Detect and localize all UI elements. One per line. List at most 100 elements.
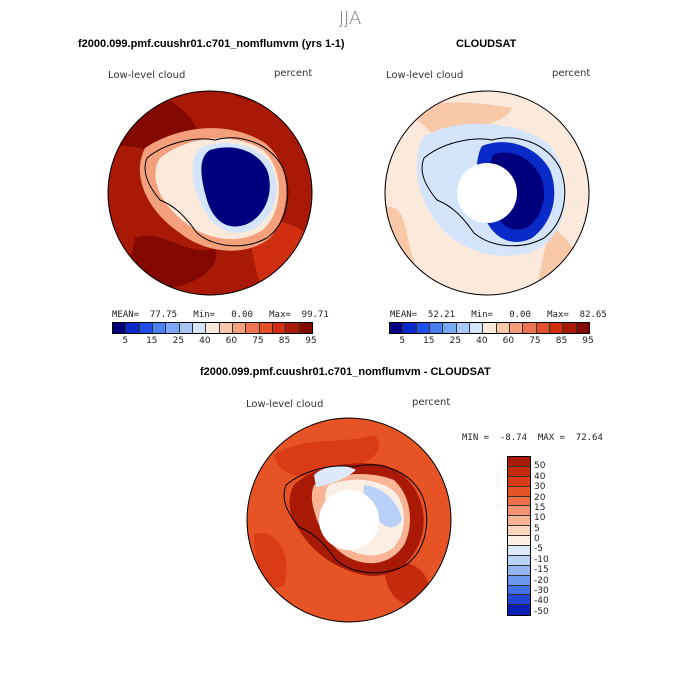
panel2-colorbar [389,322,590,334]
panel3-colorbar [507,456,531,617]
colorbar-swatch [508,605,530,616]
colorbar-tick-label: 10 [534,513,546,524]
colorbar-swatch [272,323,287,333]
colorbar-tick-label: 5 [122,336,129,346]
colorbar-tick-label: 85 [278,336,291,346]
colorbar-tick-label: 25 [172,336,185,346]
colorbar-tick-label: 50 [534,461,546,472]
colorbar-tick-label: 15 [534,502,546,513]
colorbar-swatch [299,323,312,333]
panel1-title: f2000.099.pmf.cuushr01.c701_nomflumvm (y… [78,38,345,50]
colorbar-swatch [416,323,430,333]
colorbar-tick-label: -15 [534,565,549,576]
colorbar-swatch [429,323,444,333]
colorbar-swatch [508,526,530,537]
panel1-stats: MEAN= 77.75 Min= 0.00 Max= 99.71 [112,310,329,320]
colorbar-swatch [549,323,564,333]
colorbar-tick-label: 20 [534,492,546,503]
colorbar-tick-label: -30 [534,585,549,596]
panel1-colorbar [112,322,313,334]
colorbar-swatch [286,323,300,333]
panel1-map-border [107,90,313,296]
panel3-colorbar-ticks: 50 40 30 20 15 10 5 0 -5 -10 -15 -20 -30 -40 -50 [534,456,574,622]
colorbar-tick-label: 25 [449,336,462,346]
colorbar-swatch [113,323,127,333]
colorbar-tick-label: 40 [534,471,546,482]
panel1-antarctic-coastline [144,137,289,247]
panel3-units-label: percent [412,397,451,408]
panel3-polar-data-gap [319,490,379,550]
colorbar-swatch [508,595,530,606]
panel2-mid-cloud-region [412,102,512,133]
colorbar-swatch [509,323,524,333]
panel2-title: CLOUDSAT [456,38,517,50]
panel3-variable-label: Low-level cloud [246,399,324,410]
colorbar-swatch [508,555,530,566]
colorbar-tick-label: 60 [502,336,515,346]
colorbar-swatch [508,486,530,497]
colorbar-swatch [508,516,530,527]
colorbar-swatch [508,585,530,596]
colorbar-swatch [152,323,167,333]
panel2-variable-label: Low-level cloud [386,70,464,81]
colorbar-tick-label: 75 [529,336,541,346]
colorbar-swatch [508,575,530,586]
colorbar-swatch [259,323,273,333]
colorbar-tick-label: 40 [476,336,488,346]
colorbar-swatch [219,323,233,333]
panel2-polar-data-gap [457,163,517,223]
panel2-units-label: percent [552,68,591,79]
colorbar-swatch [232,323,247,333]
panel2-antarctic-coastline [421,137,566,247]
colorbar-swatch [483,323,497,333]
panel3-antarctic-coastline [283,464,428,574]
panel3-negative-bias-region [314,465,356,487]
colorbar-swatch [508,565,530,576]
figure-title: JJA [338,8,362,29]
colorbar-swatch [403,323,417,333]
colorbar-tick-label: 15 [146,336,158,346]
colorbar-swatch [390,323,404,333]
colorbar-swatch [179,323,193,333]
panel2-map-border [384,90,590,296]
colorbar-tick-label: -10 [534,554,549,565]
colorbar-swatch [469,323,484,333]
panel3-title: f2000.099.pmf.cuushr01.c701_nomflumvm - … [200,366,491,378]
colorbar-swatch [192,323,207,333]
colorbar-tick-label: -40 [534,596,549,607]
colorbar-swatch [508,457,530,467]
colorbar-swatch [508,476,530,487]
panel3-negative-bias-region [363,485,402,528]
colorbar-tick-label: -5 [534,544,543,555]
panel1-low-cloud-minimum [201,147,270,227]
colorbar-tick-label: 40 [199,336,211,346]
colorbar-tick-label: 5 [534,523,540,534]
colorbar-tick-label: 5 [399,336,406,346]
panel2-stats: MEAN= 52.21 Min= 0.00 Max= 82.65 [390,310,607,320]
colorbar-swatch [126,323,140,333]
colorbar-swatch [206,323,220,333]
colorbar-swatch [508,546,530,556]
colorbar-swatch [246,323,260,333]
colorbar-swatch [508,536,530,547]
colorbar-tick-label: 60 [225,336,238,346]
colorbar-tick-label: 75 [252,336,264,346]
panel1-variable-label: Low-level cloud [108,70,186,81]
panel1-colorbar-ticks: 5 15 25 40 60 75 85 95 [112,336,316,348]
panel1-units-label: percent [274,68,313,79]
panel3-map-border [246,417,452,623]
colorbar-swatch [508,506,530,517]
colorbar-swatch [576,323,589,333]
colorbar-swatch [496,323,510,333]
colorbar-swatch [443,323,457,333]
colorbar-tick-label: 95 [582,336,594,346]
colorbar-swatch [139,323,153,333]
colorbar-swatch [536,323,550,333]
colorbar-tick-label: -50 [534,606,549,617]
colorbar-swatch [166,323,180,333]
colorbar-swatch [508,496,530,507]
colorbar-swatch [563,323,577,333]
colorbar-swatch [523,323,537,333]
colorbar-swatch [508,466,530,477]
panel3-map [246,417,452,623]
